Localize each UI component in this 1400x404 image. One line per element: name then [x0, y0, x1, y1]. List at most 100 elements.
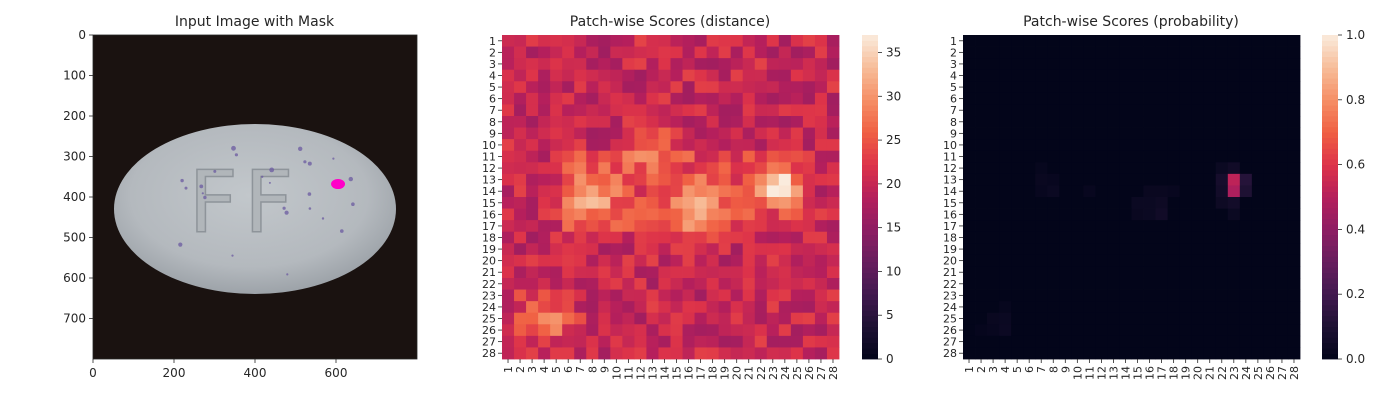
heatmap-cell: [778, 185, 792, 198]
colorbar-tick-label: 0: [886, 352, 894, 366]
heatmap-cell: [1155, 197, 1169, 209]
heatmap-cell: [1239, 58, 1253, 71]
heatmap-cell: [718, 81, 732, 94]
heatmap-cell: [766, 289, 780, 302]
heatmap-cell: [514, 266, 527, 279]
heatmap-cell: [1263, 289, 1277, 302]
heatmap-cell: [987, 220, 1000, 233]
heatmap-cell: [694, 301, 708, 314]
heatmap-cell: [1083, 81, 1096, 94]
heatmap-cell: [1023, 69, 1036, 82]
heatmap-cell: [1191, 289, 1205, 302]
heatmap-cell: [670, 35, 683, 47]
heatmap-cell: [1071, 139, 1084, 152]
colorbar-tick-label: 1.0: [1346, 28, 1365, 42]
heatmap-cell: [1083, 301, 1096, 314]
heatmap-cell: [634, 231, 647, 244]
heatmap-cell: [999, 266, 1012, 279]
heatmap-cell: [1287, 301, 1301, 314]
colorbar-segment: [862, 164, 878, 171]
heatmap-cell: [1215, 266, 1229, 279]
heatmap-cell: [622, 220, 635, 233]
heatmap-cell: [1035, 69, 1048, 82]
heatmap-cell: [694, 104, 708, 117]
heatmap-cell: [790, 208, 804, 221]
pill-speck: [307, 192, 312, 196]
heatmap-cell: [1227, 116, 1241, 128]
heatmap-cell: [987, 347, 1000, 360]
heatmap-cell: [1011, 312, 1024, 325]
heatmap-cell: [1155, 231, 1169, 244]
heatmap-cell: [1275, 312, 1289, 325]
heatmap-cell: [1167, 81, 1181, 94]
heatmap-cell: [598, 312, 611, 325]
colorbar-segment: [1322, 164, 1338, 171]
heatmap-cell: [598, 266, 611, 279]
heatmap-cell: [1239, 162, 1253, 175]
heatmap-cell: [1287, 162, 1301, 175]
heatmap-cell: [682, 69, 695, 82]
heatmap-cell: [574, 185, 587, 198]
heatmap-cell: [502, 347, 515, 360]
heatmap-cell: [1251, 35, 1265, 47]
heatmap-cell: [658, 324, 671, 337]
y-tick-label: 6: [950, 93, 957, 106]
heatmap-cell: [562, 92, 575, 105]
heatmap-cell: [1239, 185, 1253, 198]
heatmap-cell: [1047, 139, 1060, 152]
heatmap-cell: [550, 162, 563, 175]
heatmap-cell: [1251, 335, 1265, 348]
heatmap-cell: [658, 278, 671, 290]
heatmap-cell: [754, 347, 768, 360]
heatmap-cell: [826, 266, 840, 279]
heatmap-cell: [706, 278, 720, 290]
heatmap-cell: [1023, 312, 1036, 325]
heatmap-cell: [742, 278, 756, 290]
heatmap-cell: [999, 35, 1012, 47]
heatmap-cell: [1023, 278, 1036, 290]
heatmap-cell: [1215, 173, 1229, 186]
heatmap-cell: [502, 116, 515, 128]
heatmap-cell: [1071, 150, 1084, 163]
heatmap-cell: [526, 81, 539, 94]
colorbar-segment: [1322, 234, 1338, 241]
heatmap-cell: [514, 81, 527, 94]
heatmap-cell: [1179, 104, 1193, 117]
heatmap-cell: [718, 312, 732, 325]
heatmap-cell: [598, 69, 611, 82]
x-tick-label: 4: [999, 366, 1012, 373]
heatmap-cell: [1143, 289, 1156, 302]
chart-title-probability: Patch-wise Scores (probability): [1023, 14, 1239, 30]
heatmap-cell: [622, 104, 635, 117]
x-tick-label: 26: [1264, 366, 1277, 380]
heatmap-cell: [766, 116, 780, 128]
heatmap-cell: [1155, 347, 1169, 360]
heatmap-cell: [802, 58, 816, 71]
pill-speck: [348, 176, 353, 182]
heatmap-cell: [658, 243, 671, 256]
heatmap-cell: [1071, 289, 1084, 302]
heatmap-cell: [634, 150, 647, 163]
heatmap-cell: [550, 69, 563, 82]
heatmap-cell: [1275, 220, 1289, 233]
heatmap-cell: [670, 116, 683, 128]
heatmap-cell: [730, 243, 744, 256]
heatmap-cell: [514, 127, 527, 140]
colorbar-segment: [1322, 89, 1338, 95]
heatmap-cell: [646, 278, 659, 290]
heatmap-cell: [658, 335, 671, 348]
colorbar-tick-label: 35: [886, 46, 901, 60]
heatmap-cell: [999, 162, 1012, 175]
colorbar-segment: [862, 89, 878, 95]
heatmap-cell: [550, 289, 563, 302]
colorbar-segment: [862, 305, 878, 311]
heatmap-cell: [1263, 243, 1277, 256]
heatmap-cell: [1275, 116, 1289, 128]
heatmap-cell: [514, 150, 527, 163]
heatmap-cell: [514, 139, 527, 152]
heatmap-cell: [1191, 46, 1205, 59]
heatmap-cell: [718, 231, 732, 244]
heatmap-cell: [1227, 46, 1241, 59]
heatmap-cell: [1131, 220, 1144, 233]
heatmap-cell: [1203, 185, 1217, 198]
